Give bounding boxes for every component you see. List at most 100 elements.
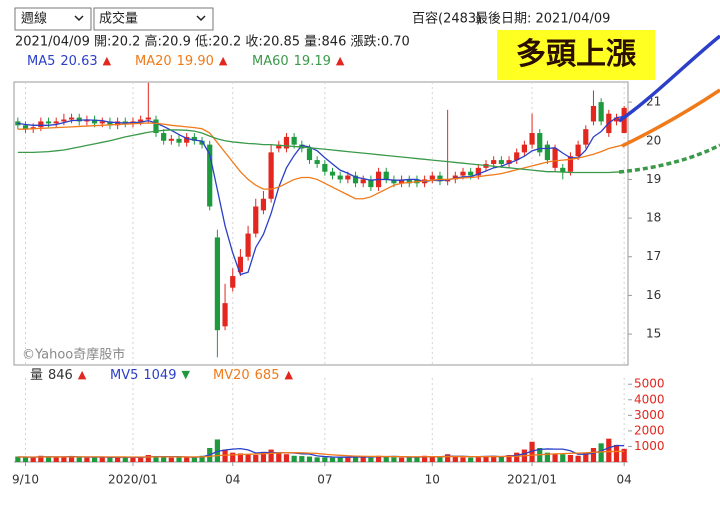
- volume-bar: [237, 453, 244, 462]
- candle-body: [68, 117, 75, 120]
- candle-body: [306, 148, 313, 161]
- volume-bar: [544, 452, 551, 462]
- select-text[interactable]: 週線: [21, 11, 47, 27]
- y-tick-label: 4000: [634, 392, 665, 406]
- stock-name: 百容(2483): [412, 11, 481, 27]
- volume-bar: [76, 457, 82, 462]
- volume-bar: [245, 454, 251, 462]
- volume-bar: [84, 457, 90, 462]
- candle-body: [498, 160, 504, 164]
- candle-body: [199, 140, 205, 145]
- volume-bar: [383, 456, 389, 462]
- candle-body: [53, 121, 59, 124]
- volume-bar: [552, 453, 558, 462]
- candle-body: [583, 129, 589, 145]
- volume-bar: [391, 457, 397, 462]
- y-tick-label: 5000: [634, 377, 665, 391]
- x-tick-label: 04: [225, 473, 240, 487]
- ma-line: [17, 122, 625, 200]
- volume-bar: [283, 454, 290, 462]
- volume-bar: [68, 456, 75, 462]
- volume-bar: [360, 457, 366, 462]
- volume-bar: [299, 456, 305, 462]
- legend-entry: 量 846 ▲: [30, 368, 87, 383]
- volume-bar: [491, 455, 497, 462]
- volume-bar: [15, 456, 21, 462]
- select-chevron[interactable]: [74, 15, 84, 22]
- volume-bar: [99, 456, 105, 462]
- period-select[interactable]: 週線: [14, 7, 92, 31]
- legend-arrow: ▲: [78, 368, 87, 381]
- candle-body: [345, 175, 351, 180]
- volume-bar: [452, 456, 458, 462]
- legend-arrow: ▲: [336, 54, 345, 67]
- y-tick-label: 1000: [634, 439, 665, 453]
- legend-entry: MV20 685 ▲: [213, 368, 293, 383]
- candle-body: [437, 175, 443, 182]
- candle-body: [191, 136, 197, 141]
- candle-body: [322, 163, 328, 172]
- volume-bar: [199, 455, 205, 462]
- select-box[interactable]: [14, 7, 92, 31]
- candle-body: [537, 133, 543, 153]
- volume-bar: [475, 457, 481, 462]
- volume-bar: [429, 456, 435, 462]
- candle-body: [506, 160, 512, 164]
- x-tick-label: 04: [617, 473, 632, 487]
- volume-bar: [314, 457, 320, 462]
- candle-body: [176, 138, 182, 143]
- select-text[interactable]: 成交量: [99, 11, 138, 27]
- candle-body: [621, 107, 627, 134]
- candle-body: [268, 152, 274, 199]
- ma-line: [17, 115, 625, 276]
- candle-body: [391, 179, 397, 184]
- volume-bar: [375, 455, 382, 462]
- y-tick-label: 2000: [634, 423, 665, 437]
- candle-body: [598, 102, 604, 122]
- y-tick-label: 19: [646, 172, 661, 186]
- volume-bar: [138, 457, 144, 462]
- candle-body: [145, 117, 151, 120]
- candle-body: [230, 276, 236, 288]
- volume-bar: [460, 457, 466, 462]
- volume-bar: [115, 457, 121, 462]
- candle-body: [337, 175, 343, 180]
- x-tick-label: 9/10: [12, 473, 39, 487]
- x-tick-label: 07: [317, 473, 332, 487]
- candle-body: [406, 179, 412, 184]
- annotation-box: [497, 30, 655, 80]
- candle-body: [613, 117, 620, 122]
- candle-body: [360, 179, 366, 184]
- legend-value: 846: [48, 368, 73, 383]
- legend-arrow: ▲: [284, 368, 293, 381]
- legend-name: MA60: [252, 54, 289, 69]
- volume-bar: [153, 456, 159, 462]
- select-box[interactable]: [93, 7, 214, 31]
- candle-body: [276, 144, 282, 149]
- indicator-select[interactable]: 成交量: [93, 7, 214, 31]
- legend-arrow: ▼: [181, 368, 190, 381]
- candle-body: [22, 125, 29, 130]
- candle-body: [352, 175, 359, 184]
- volume-bar: [414, 457, 420, 462]
- volume-bar: [260, 451, 267, 462]
- candle-body: [237, 256, 244, 273]
- trend-arrow: [618, 34, 720, 123]
- candle-body: [590, 105, 597, 122]
- volume-bar: [130, 457, 136, 462]
- legend-name: 量: [30, 368, 43, 383]
- candle-body: [491, 160, 497, 164]
- price-plot-frame: [13, 81, 629, 366]
- volume-bar: [437, 457, 443, 462]
- volume-bar: [468, 457, 474, 462]
- volume-bar: [498, 456, 504, 462]
- volume-bar: [53, 457, 59, 462]
- select-chevron[interactable]: [196, 15, 206, 22]
- legend-value: 20.63: [60, 54, 97, 69]
- candle-body: [138, 119, 144, 122]
- candle-body: [207, 144, 213, 207]
- x-tick-label: 2021/01: [507, 473, 557, 487]
- y-tick-label: 15: [646, 327, 661, 341]
- volume-bar: [45, 456, 52, 462]
